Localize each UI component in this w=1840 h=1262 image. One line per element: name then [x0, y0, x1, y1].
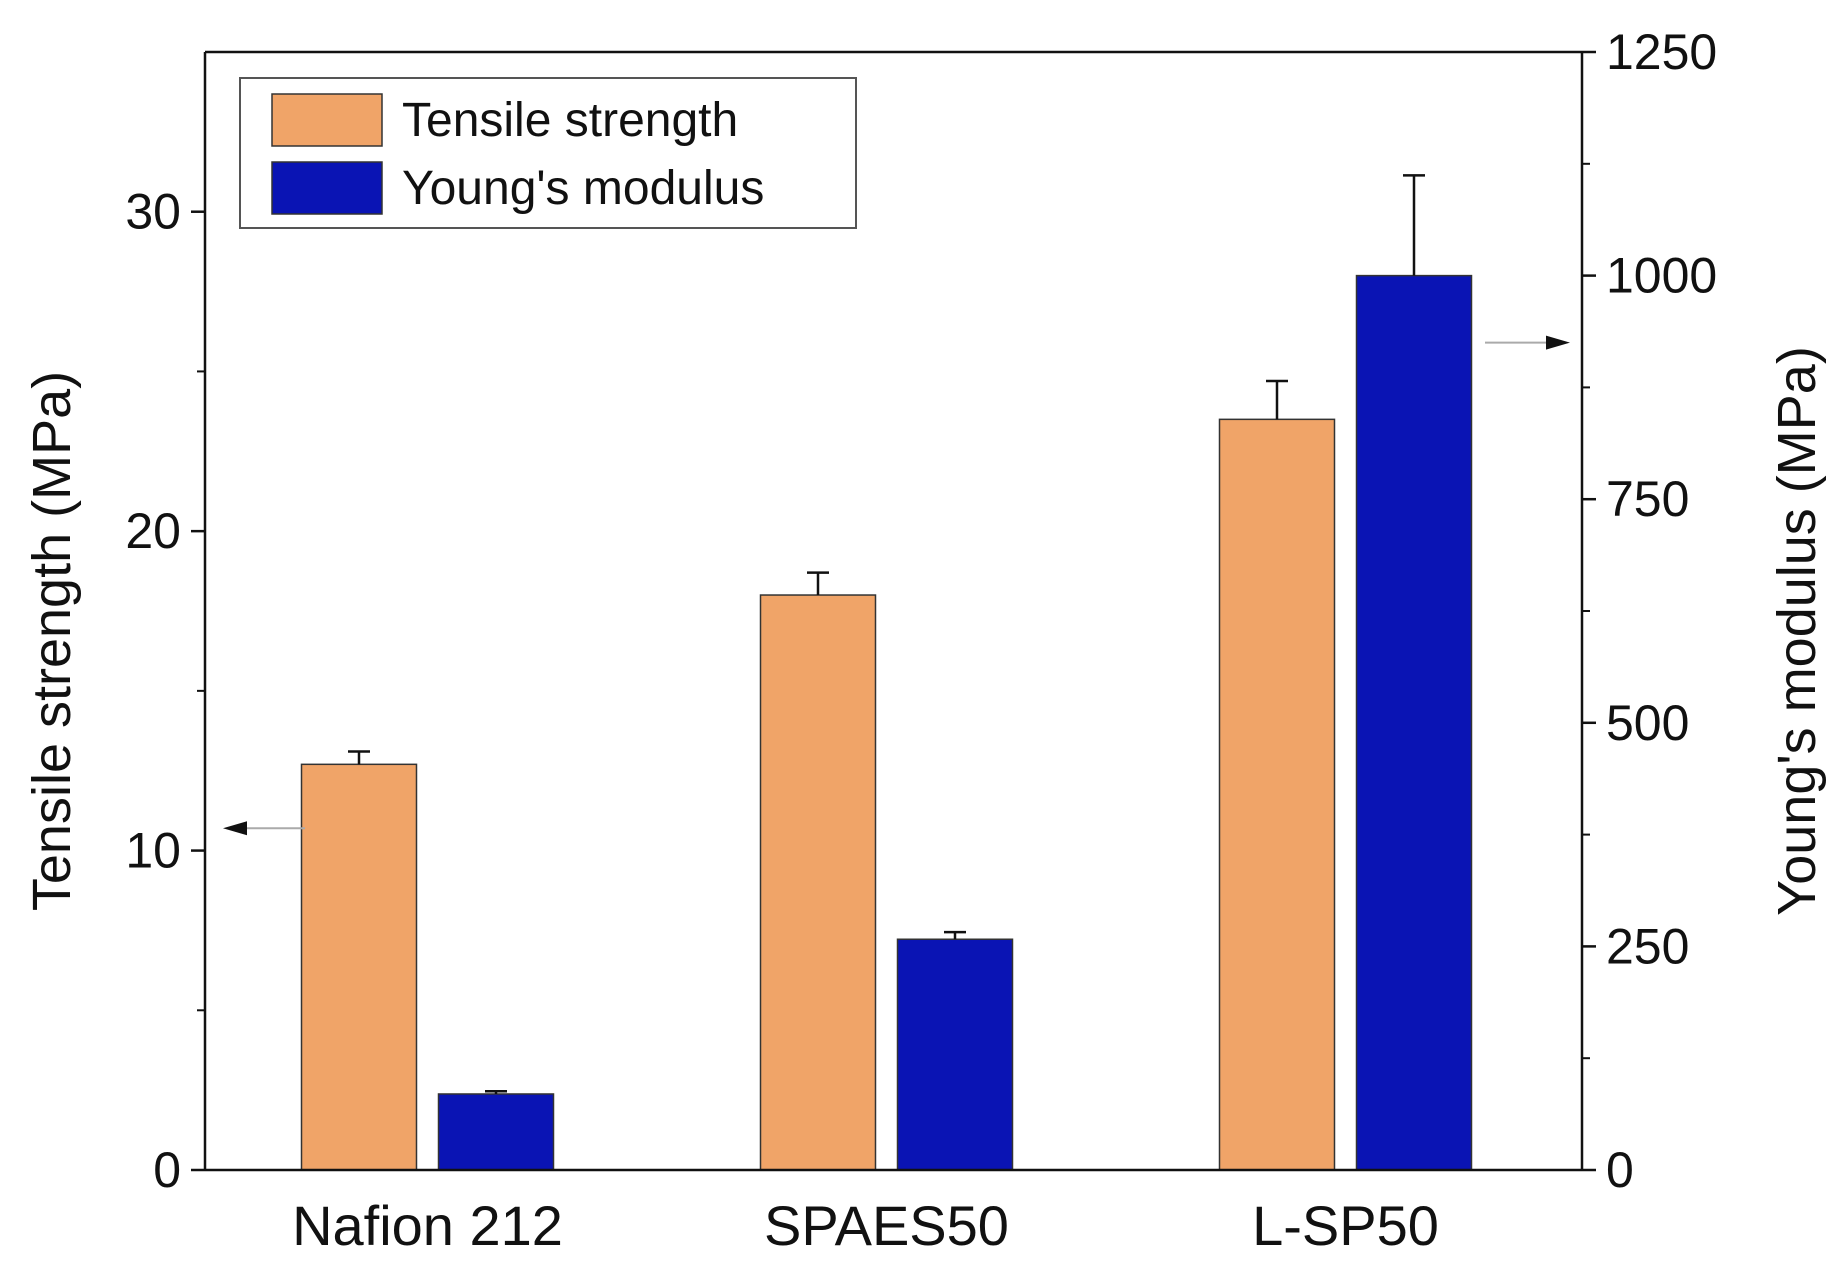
- y-axis-right-title: Young's modulus (MPa): [1767, 346, 1827, 916]
- y-right-tick-label: 250: [1606, 918, 1689, 974]
- legend-label-tensile-strength: Tensile strength: [402, 94, 738, 147]
- y-left-tick-label: 30: [125, 184, 181, 240]
- bar-young-s-modulus-l-sp50: [1355, 274, 1473, 1171]
- bar-tensile-strength-nafion-212: [300, 763, 418, 1171]
- y-right-tick-label: 750: [1606, 471, 1689, 527]
- bar-young-s-modulus-nafion-212: [437, 1093, 555, 1171]
- y-left-tick-label: 0: [153, 1142, 181, 1198]
- bar-tensile-strength-l-sp50: [1218, 418, 1336, 1171]
- legend-label-youngs-modulus: Young's modulus: [402, 162, 764, 215]
- x-tick-label-nafion-212: Nafion 212: [292, 1194, 563, 1257]
- y-left-tick-label: 10: [125, 823, 181, 879]
- y-right-tick-label: 500: [1606, 695, 1689, 751]
- x-tick-label-l-sp50: L-SP50: [1252, 1194, 1439, 1257]
- y-left-tick-label: 20: [125, 503, 181, 559]
- legend-swatch-tensile-strength: [271, 93, 383, 147]
- bar-young-s-modulus-spaes50: [896, 938, 1014, 1171]
- x-tick-label-spaes50: SPAES50: [764, 1194, 1009, 1257]
- y-right-tick-label: 0: [1606, 1142, 1634, 1198]
- right-axis-arrow-icon: [1546, 335, 1570, 350]
- y-right-tick-label: 1000: [1606, 248, 1717, 304]
- y-right-tick-label: 1250: [1606, 24, 1717, 80]
- legend-swatch-youngs-modulus: [271, 161, 383, 215]
- bar-tensile-strength-spaes50: [759, 594, 877, 1171]
- left-axis-arrow-icon: [223, 821, 247, 836]
- legend: Tensile strength Young's modulus: [239, 77, 857, 229]
- y-axis-left-title: Tensile strength (MPa): [22, 371, 82, 911]
